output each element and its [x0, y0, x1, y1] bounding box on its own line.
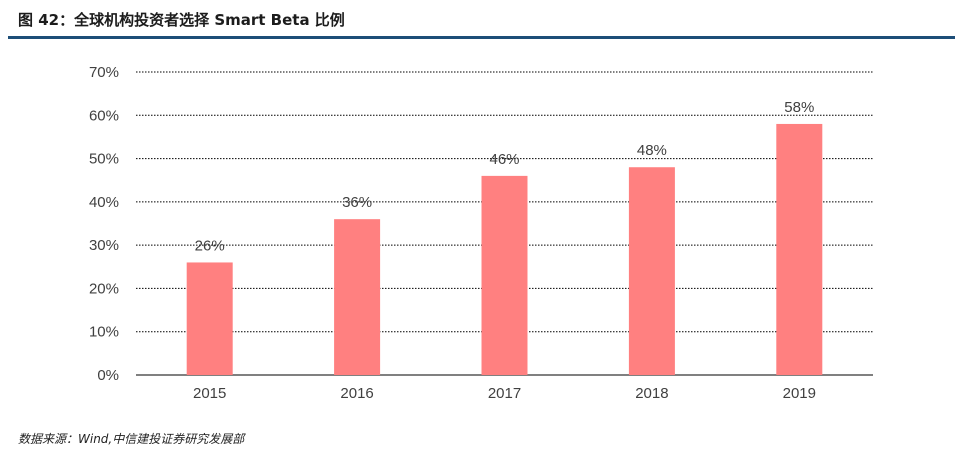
- y-tick-label: 50%: [89, 151, 119, 168]
- bar-2015: [186, 262, 233, 375]
- bars: [186, 123, 823, 375]
- bar-2019: [776, 123, 823, 375]
- bar-2018: [628, 167, 675, 375]
- figure-title: 图 42：全球机构投资者选择 Smart Beta 比例: [18, 11, 345, 29]
- y-tick-label: 20%: [89, 280, 119, 297]
- bar-2016: [334, 219, 381, 375]
- y-tick-label: 40%: [89, 194, 119, 211]
- y-axis-ticks: 0% 10% 20% 30% 40% 50% 60% 70%: [89, 64, 119, 384]
- bar-2017: [481, 175, 528, 375]
- x-tick-label: 2018: [635, 385, 668, 402]
- data-label: 46%: [489, 151, 519, 168]
- source-note: 数据来源：Wind,中信建投证券研究发展部: [18, 432, 245, 446]
- y-tick-label: 60%: [89, 107, 119, 124]
- data-label: 58%: [784, 99, 814, 116]
- y-tick-label: 0%: [97, 367, 119, 384]
- x-tick-label: 2015: [193, 385, 226, 402]
- title-underline: [8, 36, 955, 39]
- data-label: 48%: [637, 142, 667, 159]
- data-label: 26%: [195, 237, 225, 254]
- data-labels: 26% 36% 46% 48% 58%: [195, 99, 815, 255]
- x-axis-ticks: 2015 2016 2017 2018 2019: [193, 385, 816, 402]
- y-tick-label: 70%: [89, 64, 119, 81]
- y-tick-label: 30%: [89, 237, 119, 254]
- data-label: 36%: [342, 194, 372, 211]
- x-tick-label: 2016: [340, 385, 373, 402]
- y-tick-label: 10%: [89, 324, 119, 341]
- x-tick-label: 2019: [783, 385, 816, 402]
- x-tick-label: 2017: [488, 385, 521, 402]
